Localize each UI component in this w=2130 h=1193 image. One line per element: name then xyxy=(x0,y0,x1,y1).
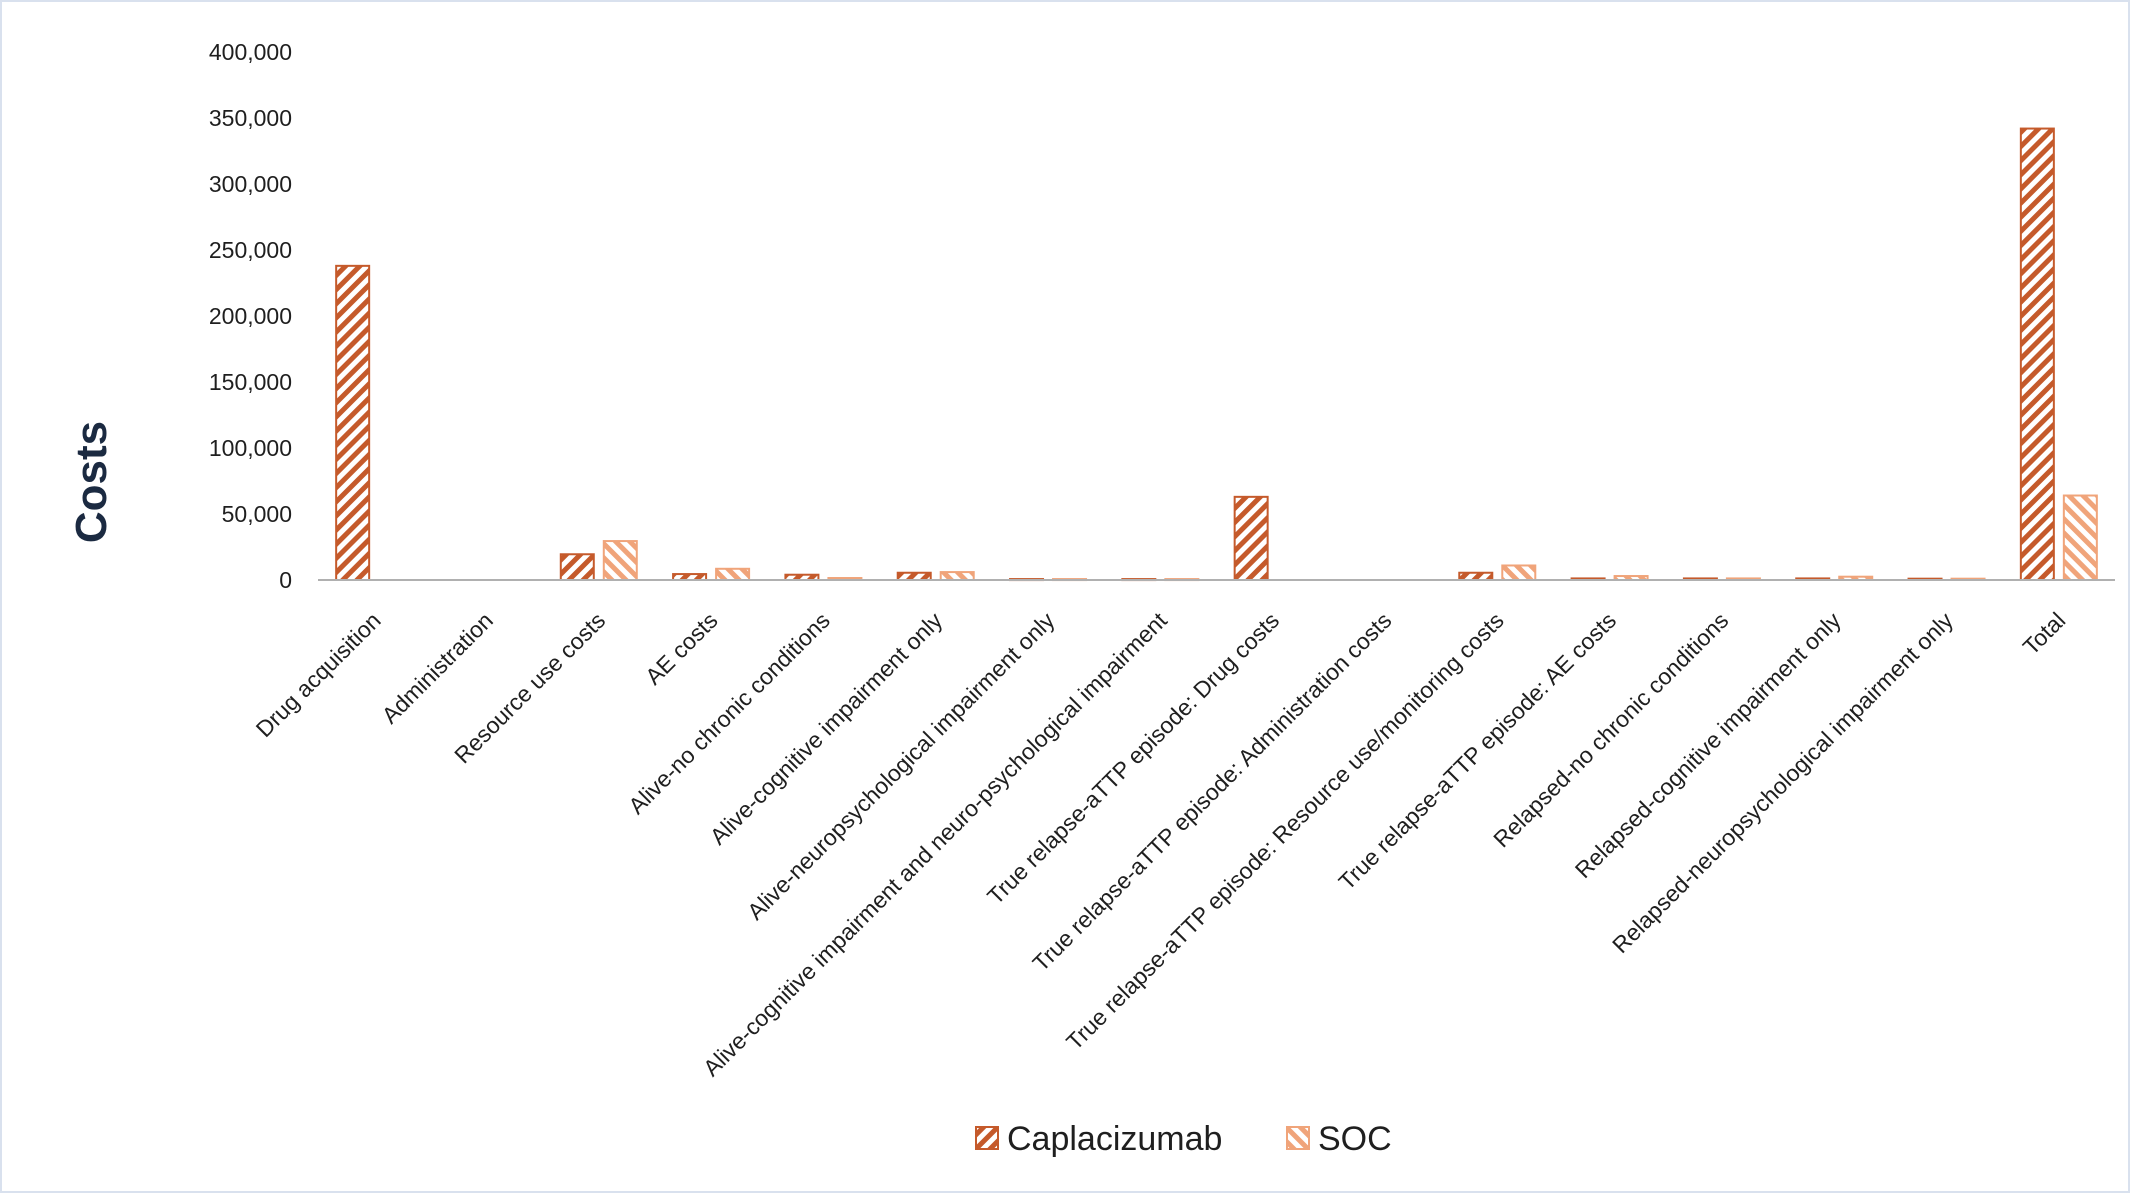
category-label: Drug acquisition xyxy=(251,607,386,742)
legend-swatch-caplacizumab xyxy=(975,1126,999,1150)
bar-caplacizumab xyxy=(2019,127,2055,581)
category-label: Administration xyxy=(377,607,498,728)
legend-label-soc: SOC xyxy=(1318,1120,1392,1158)
y-tick-label: 250,000 xyxy=(209,237,292,263)
bar-caplacizumab xyxy=(559,553,595,582)
y-tick-label: 0 xyxy=(279,567,292,593)
y-axis-title: Costs xyxy=(67,421,116,543)
y-tick-label: 350,000 xyxy=(209,105,292,131)
y-tick-label: 400,000 xyxy=(209,39,292,65)
y-tick-label: 100,000 xyxy=(209,435,292,461)
legend-label-caplacizumab: Caplacizumab xyxy=(1007,1120,1222,1158)
bar-caplacizumab xyxy=(1458,571,1494,581)
category-label: True relapse-aTTP episode: Resource use/… xyxy=(1061,607,1509,1055)
legend-item-soc: SOC xyxy=(1286,1120,1392,1158)
category-label: Alive-cognitive impairment only xyxy=(705,607,948,850)
y-tick-label: 300,000 xyxy=(209,171,292,197)
legend-item-caplacizumab: Caplacizumab xyxy=(975,1120,1222,1158)
y-tick-label: 50,000 xyxy=(222,501,292,527)
bar-caplacizumab xyxy=(1233,495,1269,581)
legend-swatch-soc xyxy=(1286,1126,1310,1150)
category-label: Total xyxy=(2018,607,2071,660)
bar-caplacizumab xyxy=(896,571,932,581)
bars xyxy=(335,127,2098,582)
legend: Caplacizumab SOC xyxy=(975,1120,1392,1158)
bar-caplacizumab xyxy=(335,264,371,581)
bar-soc xyxy=(2062,494,2098,581)
y-axis-ticks: 0 50,000 100,000 150,000 200,000 250,000 300,0… xyxy=(209,39,292,593)
y-tick-label: 150,000 xyxy=(209,369,292,395)
bar-soc xyxy=(715,567,751,582)
category-label: Relapsed-no chronic conditions xyxy=(1488,607,1733,852)
bar-soc xyxy=(602,540,638,581)
bar-soc xyxy=(1501,564,1537,581)
bar-soc xyxy=(939,571,975,582)
y-tick-label: 200,000 xyxy=(209,303,292,329)
category-label: AE costs xyxy=(640,607,723,690)
category-label: Alive-no chronic conditions xyxy=(623,607,835,819)
